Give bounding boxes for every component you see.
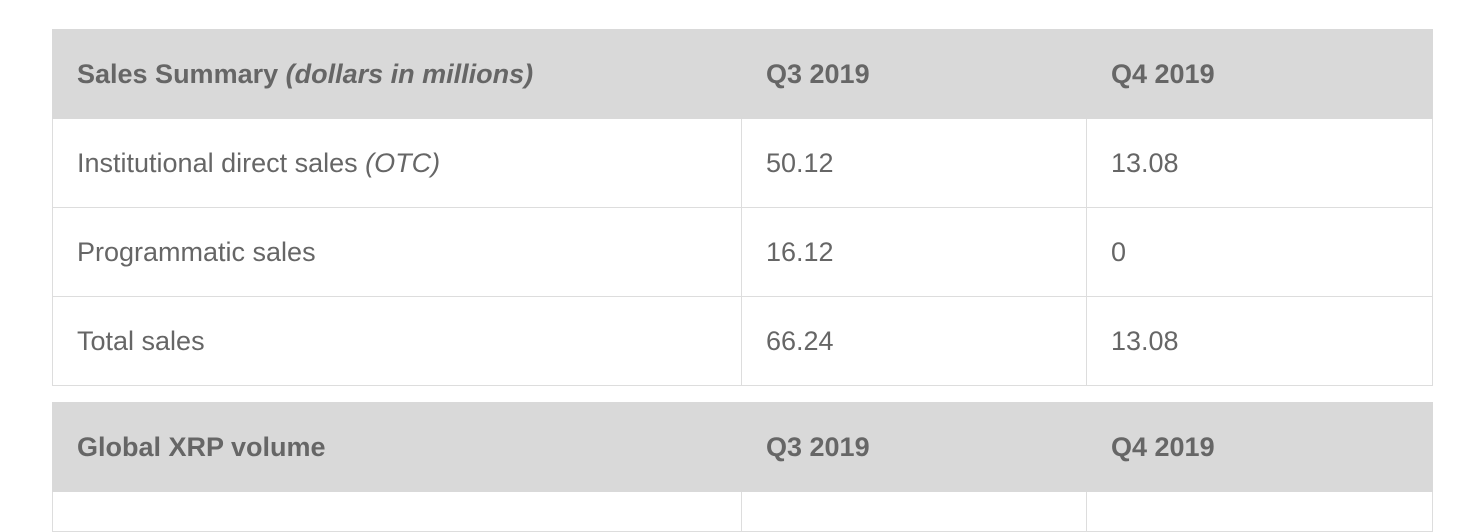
cell-text: Q4 2019 xyxy=(1111,431,1215,462)
table-row: Total sales 66.24 13.08 xyxy=(52,296,1433,386)
cell-text: Q3 2019 xyxy=(766,431,870,462)
cell-text: 0 xyxy=(1111,236,1127,267)
header-cell: Q3 2019 xyxy=(741,402,1087,492)
header-cell: Q4 2019 xyxy=(1086,29,1433,119)
header-cell: Global XRP volume xyxy=(52,402,742,492)
header-row: Sales Summary (dollars in millions) Q3 20… xyxy=(52,29,1433,119)
cell-text: Sales Summary xyxy=(77,58,279,89)
cell-text: 13.08 xyxy=(1111,147,1179,178)
header-cell: Q4 2019 xyxy=(1086,402,1433,492)
table-cell: Total sales xyxy=(52,296,742,386)
data-table: Sales Summary (dollars in millions) Q3 20… xyxy=(52,29,1433,386)
cell-note: (OTC) xyxy=(365,147,441,178)
data-table: Global XRP volume Q3 2019 Q4 2019 xyxy=(52,402,1433,532)
table-cell: 16.12 xyxy=(741,207,1087,297)
cell-text: 13.08 xyxy=(1111,325,1179,356)
cell-text: 66.24 xyxy=(766,325,834,356)
table-cell: 13.08 xyxy=(1086,296,1433,386)
cell-text: Programmatic sales xyxy=(77,236,316,267)
table-cell: 50.12 xyxy=(741,118,1087,208)
table-cell: Programmatic sales xyxy=(52,207,742,297)
cell-text: Global XRP volume xyxy=(77,431,326,462)
cell-text: Institutional direct sales xyxy=(77,147,358,178)
table-row: Programmatic sales 16.12 0 xyxy=(52,207,1433,297)
header-cell: Sales Summary (dollars in millions) xyxy=(52,29,742,119)
table-cell: 13.08 xyxy=(1086,118,1433,208)
tables: Sales Summary (dollars in millions) Q3 20… xyxy=(52,29,1433,532)
table-row: Institutional direct sales (OTC) 50.12 13.… xyxy=(52,118,1433,208)
cell-text: Q3 2019 xyxy=(766,58,870,89)
table-cell: Institutional direct sales (OTC) xyxy=(52,118,742,208)
cell-note: (dollars in millions) xyxy=(285,58,534,89)
table-cell: 66.24 xyxy=(741,296,1087,386)
table-cell: 0 xyxy=(1086,207,1433,297)
cell-text: Q4 2019 xyxy=(1111,58,1215,89)
cell-text: 50.12 xyxy=(766,147,834,178)
cell-text: 16.12 xyxy=(766,236,834,267)
header-row: Global XRP volume Q3 2019 Q4 2019 xyxy=(52,402,1433,492)
page: Sales Summary (dollars in millions) Q3 20… xyxy=(52,29,1433,532)
cell-text: Total sales xyxy=(77,325,205,356)
header-cell: Q3 2019 xyxy=(741,29,1087,119)
